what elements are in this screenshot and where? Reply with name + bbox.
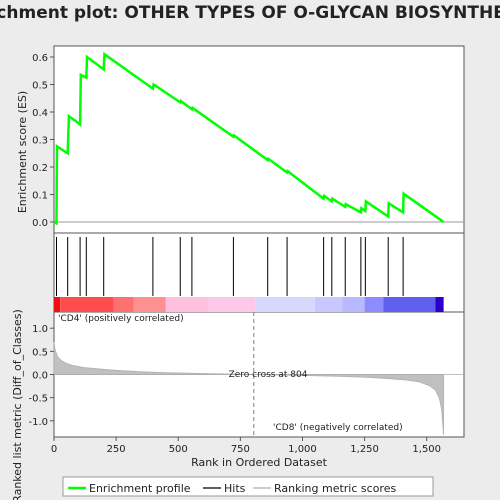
zero-cross-label: Zero cross at 804 xyxy=(229,370,308,380)
x-axis-label: Rank in Ordered Dataset xyxy=(191,456,328,469)
metric-y-axis: -1.0 -0.5 0.0 0.5 1.0 xyxy=(28,324,54,428)
x-axis: 0 250 500 750 1,000 1,250 1,500 xyxy=(51,437,441,455)
legend-box xyxy=(62,476,434,497)
heat-bar-segment xyxy=(364,297,384,312)
heat-bar-segment xyxy=(165,297,209,312)
es-y-axis-label: Enrichment score (ES) xyxy=(16,91,29,213)
es-y-tick-label: 0.3 xyxy=(32,136,48,147)
legend-metric-label: Ranking metric scores xyxy=(274,482,396,495)
x-tick-label: 1,250 xyxy=(350,444,379,455)
es-y-tick-label: 0.6 xyxy=(32,53,48,64)
metric-y-tick-label: 1.0 xyxy=(32,324,48,335)
heat-bar-segment xyxy=(60,297,114,312)
hit-marks xyxy=(55,237,404,296)
heat-bar-segment xyxy=(54,297,61,312)
x-tick-label: 750 xyxy=(231,444,250,455)
es-y-tick-label: 0.2 xyxy=(32,163,48,174)
x-tick-label: 250 xyxy=(107,444,126,455)
metric-y-tick-label: 0.0 xyxy=(32,371,48,382)
heat-bar-segment xyxy=(133,297,166,312)
metric-y-tick-label: 0.5 xyxy=(32,347,48,358)
es-y-tick-label: 0.1 xyxy=(32,191,48,202)
heat-bar-segment xyxy=(435,297,444,312)
heat-bar-segment xyxy=(255,297,315,312)
heat-bar-segment xyxy=(208,297,256,312)
ranking-metric-area xyxy=(53,342,464,435)
es-y-tick-label: 0.5 xyxy=(32,81,48,92)
legend: Enrichment profile Hits Ranking metric s… xyxy=(62,476,434,497)
enrichment-profile xyxy=(53,51,445,226)
es-y-tick-label: 0.4 xyxy=(32,108,48,119)
heat-bar-segment xyxy=(383,297,436,312)
legend-es-label: Enrichment profile xyxy=(89,482,191,495)
es-y-axis: 0.0 0.1 0.2 0.3 0.4 0.5 0.6 xyxy=(32,53,54,229)
ranking-heat-bar xyxy=(54,297,444,312)
metric-y-tick-label: -0.5 xyxy=(28,394,48,405)
x-tick-label: 1,000 xyxy=(288,444,317,455)
x-tick-label: 0 xyxy=(51,444,57,455)
x-tick-label: 500 xyxy=(169,444,188,455)
es-curve xyxy=(53,51,445,226)
legend-hits-label: Hits xyxy=(224,482,246,495)
es-y-tick-label: 0.0 xyxy=(32,218,48,229)
x-tick-label: 1,500 xyxy=(412,444,441,455)
es-panel xyxy=(53,45,465,234)
positive-correlation-label: 'CD4' (positively correlated) xyxy=(58,314,184,324)
metric-y-axis-label: Ranked list metric (Diff_of_Classes) xyxy=(11,309,24,500)
metric-y-tick-label: -1.0 xyxy=(28,417,48,428)
heat-bar-segment xyxy=(314,297,343,312)
chart-title: Enrichment plot: OTHER TYPES OF O-GLYCAN… xyxy=(0,3,500,23)
heat-bar-segment xyxy=(113,297,134,312)
negative-correlation-label: 'CD8' (negatively correlated) xyxy=(273,423,403,433)
heat-bar-segment xyxy=(342,297,365,312)
